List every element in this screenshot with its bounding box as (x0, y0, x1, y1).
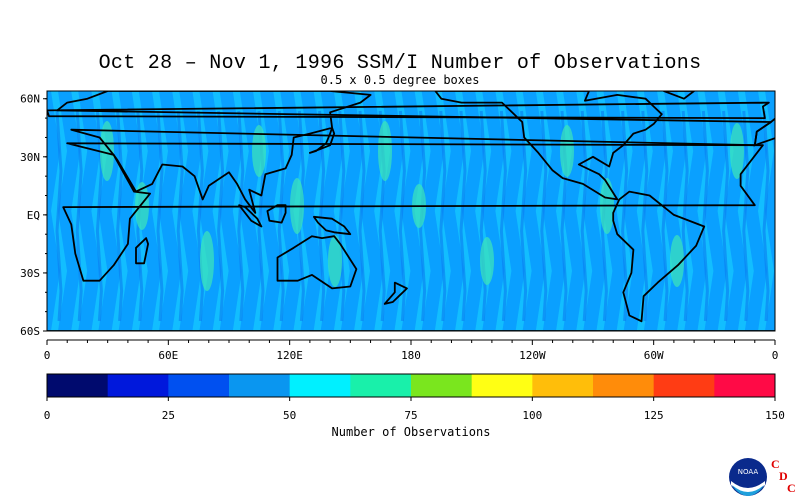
lon-label: 120W (519, 349, 546, 362)
swath-pattern (51, 91, 774, 331)
cdc-letter-c2: C (787, 481, 796, 495)
colorbar-swatch (350, 374, 412, 397)
colorbar-swatch (653, 374, 715, 397)
colorbar-tick-label: 125 (644, 409, 664, 422)
coastline-borneo (266, 204, 287, 224)
colorbar-swatch (471, 374, 533, 397)
colorbar-swatch (229, 374, 291, 397)
colorbar-swatch (168, 374, 230, 397)
latitude-axis: 60N 30N EQ 30S 60S (20, 93, 47, 338)
coastline-japan (309, 126, 336, 154)
colorbar-tick-label: 0 (44, 409, 51, 422)
colorbar-tick-label: 50 (283, 409, 296, 422)
colorbar-tick-label: 75 (404, 409, 417, 422)
lat-label: 60S (20, 325, 40, 338)
lat-label: EQ (27, 209, 40, 222)
noaa-logo-text: NOAA (738, 468, 759, 476)
colorbar-swatch (593, 374, 655, 397)
colorbar-tick-label: 150 (765, 409, 785, 422)
coastline-europe-asia (56, 91, 772, 214)
lat-label: 30S (20, 267, 40, 280)
colorbar-swatch (47, 374, 109, 397)
lon-label: 0 (44, 349, 51, 362)
cdc-letter-c: C (771, 457, 780, 471)
colorbar-swatch (411, 374, 473, 397)
colorbar-title: Number of Observations (332, 425, 491, 439)
coastline-greenland (662, 91, 695, 100)
lon-label: 180 (401, 349, 421, 362)
colorbar: 0 25 50 75 100 125 150 (44, 373, 785, 422)
coastline-new-guinea (313, 215, 352, 236)
coastline-sumatra (238, 204, 263, 228)
lon-label: 60E (158, 349, 178, 362)
map-title: Oct 28 – Nov 1, 1996 SSM/I Number of Obs… (98, 52, 702, 75)
colorbar-tick-label: 100 (522, 409, 542, 422)
colorbar-swatch (714, 374, 776, 397)
lat-label: 30N (20, 151, 40, 164)
cdc-letter-d: D (779, 469, 788, 483)
continent-outlines (47, 91, 775, 331)
coastline-antarctica (47, 330, 775, 331)
coastline-new-zealand (383, 281, 408, 305)
coastline-madagascar (135, 237, 149, 265)
noaa-cdc-logo: NOAA C D C (728, 455, 798, 500)
lon-label: 60W (644, 349, 664, 362)
heatmap-field (47, 91, 775, 331)
map-subtitle: 0.5 x 0.5 degree boxes (320, 73, 480, 87)
map-frame (46, 90, 776, 332)
lon-label: 0 (772, 349, 779, 362)
lat-label: 60N (20, 93, 40, 106)
colorbar-swatch (532, 374, 594, 397)
coastline-uk (47, 101, 770, 119)
coastline-south-america (612, 190, 706, 323)
colorbar-swatch (289, 374, 351, 397)
colorbar-tick-label: 25 (162, 409, 175, 422)
longitude-axis: 0 60E 120E 180 120W 60W 0 (44, 339, 779, 362)
coastline-africa (62, 142, 764, 282)
coastline-australia (276, 235, 358, 290)
lon-label: 120E (276, 349, 303, 362)
colorbar-swatch (107, 374, 169, 397)
